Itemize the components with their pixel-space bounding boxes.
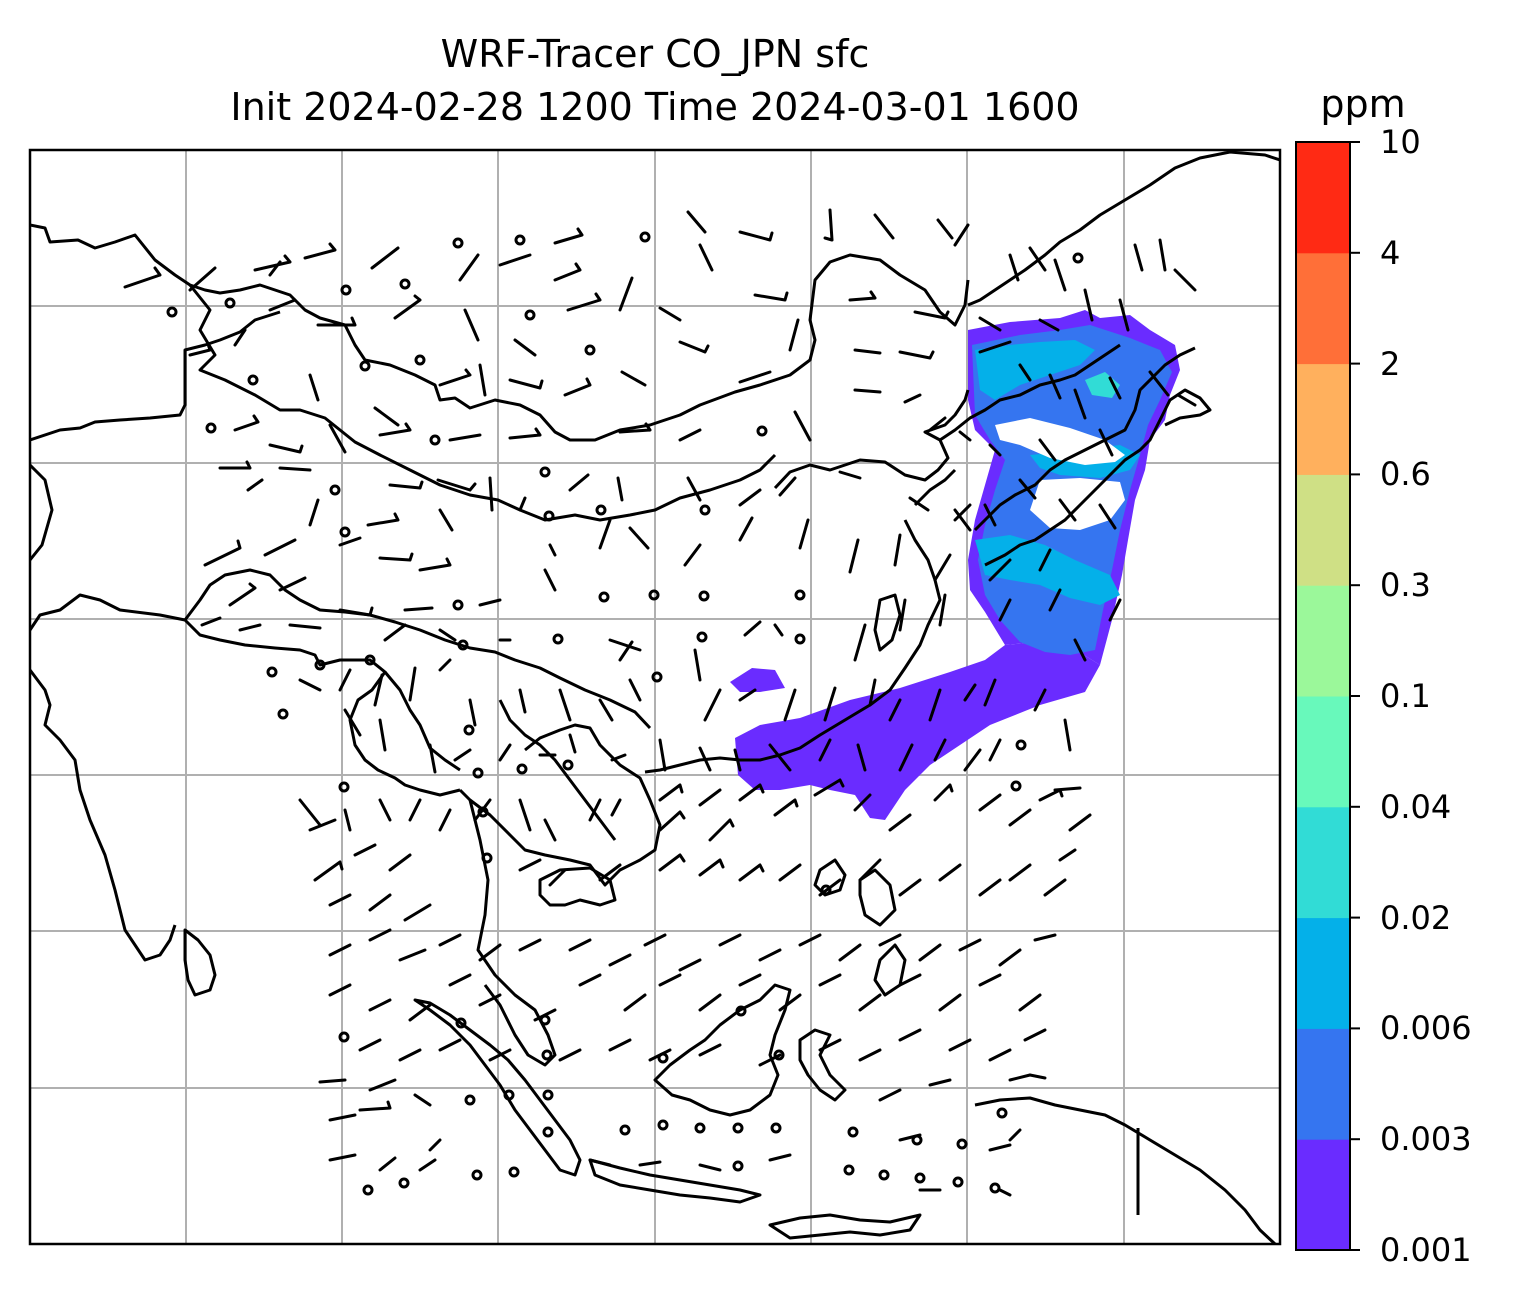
coastline-taiwan	[873, 593, 902, 652]
colorbar-segment	[1296, 474, 1350, 586]
colorbar-segment	[1296, 363, 1350, 475]
colorbar-tick-label: 0.006	[1380, 1009, 1472, 1048]
coastline-japan	[973, 346, 1212, 567]
tracer-hole-mid	[1030, 478, 1125, 530]
colorbar-tick-label: 0.1	[1380, 677, 1431, 715]
colorbar-tick-label: 0.3	[1380, 566, 1431, 605]
colorbar-tick-label: 4	[1380, 233, 1401, 272]
coastline-central-asia	[30, 310, 281, 442]
coastline-sumatra	[413, 998, 582, 1177]
border-china-mongolia	[188, 284, 777, 522]
colorbar-tick-label: 0.02	[1380, 898, 1452, 937]
colorbar-tick-label: 0.003	[1380, 1120, 1472, 1159]
coastline-indochina	[458, 723, 662, 887]
coastline-india	[30, 463, 461, 797]
coastline-india-west	[30, 669, 177, 962]
colorbar-segment	[1296, 252, 1350, 365]
coastline-borneo	[653, 983, 792, 1117]
chart-title-line1: WRF-Tracer CO_JPN sfc	[440, 32, 870, 76]
tracer-hole-north	[995, 418, 1125, 465]
colorbar-segment	[1296, 917, 1350, 1029]
tracer-plume-low	[735, 640, 1100, 820]
colorbar-tick-label: 2	[1380, 344, 1401, 383]
coastline-gulf-thailand	[538, 866, 617, 907]
border-china-india	[183, 568, 652, 730]
coastline-timor	[768, 1213, 922, 1240]
coastline-malay-peninsula	[468, 799, 557, 1067]
colorbar-segment	[1296, 806, 1350, 919]
colorbar-segment	[1296, 1139, 1350, 1251]
colorbar-segment	[1296, 142, 1350, 254]
coastline-sri-lanka	[183, 928, 217, 997]
chart-title-line2: Init 2024-02-28 1200 Time 2024-03-01 160…	[230, 85, 1080, 129]
border-indochina	[383, 671, 617, 841]
colorbar-tick-label: 10	[1380, 123, 1421, 161]
coastline-korea	[939, 343, 1121, 442]
coastline-sulawesi	[798, 1028, 847, 1102]
colorbar-segment	[1296, 1028, 1350, 1140]
tracer-plume-low-2	[730, 668, 785, 692]
coastline-northwest	[30, 223, 970, 442]
colorbar-tick-label: 0.001	[1380, 1231, 1472, 1269]
colorbar-tick-label: 0.6	[1380, 455, 1431, 494]
colorbar-frame	[1295, 141, 1351, 1251]
colorbar	[1296, 141, 1360, 1251]
tracer-plume-high	[975, 340, 1095, 400]
colorbar-unit-label: ppm	[1320, 82, 1406, 126]
colorbar-tick-label: 0.04	[1380, 787, 1452, 826]
calm-wind-circles	[166, 231, 1084, 1196]
coastline-china-east	[967, 150, 1280, 307]
coastline-java	[588, 1158, 762, 1204]
colorbar-segment	[1296, 585, 1350, 697]
tracer-field	[730, 310, 1180, 820]
map-gridlines	[30, 150, 1280, 1244]
map-frame	[28, 148, 1282, 1246]
colorbar-segment	[1296, 696, 1350, 808]
